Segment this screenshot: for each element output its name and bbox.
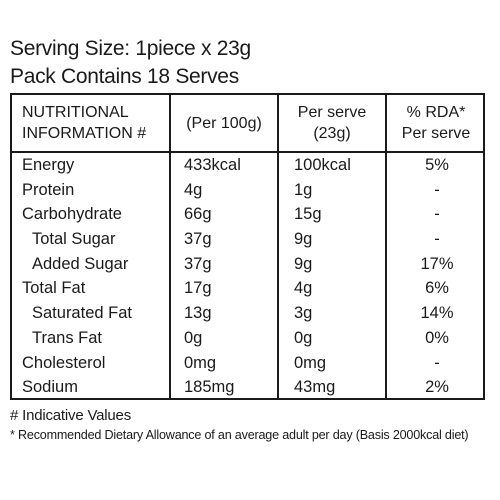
header-divider <box>12 151 483 153</box>
rda-value: - <box>434 180 440 199</box>
header-label: % RDA* <box>406 104 466 121</box>
header-label: NUTRITIONAL <box>22 104 129 121</box>
nutrient-name: Total Fat <box>22 279 86 298</box>
per-100g-value: 17g <box>184 279 212 298</box>
nutrient-name: Carbohydrate <box>22 205 122 224</box>
header-label: Per serve <box>297 104 367 121</box>
column-divider <box>277 95 279 398</box>
header-label: (23g) <box>313 125 351 142</box>
rda-value: 14% <box>420 304 454 323</box>
pack-contains: Pack Contains 18 Serves <box>10 65 239 88</box>
per-serve-value: 100kcal <box>294 156 351 174</box>
column-divider <box>169 95 171 398</box>
per-100g-value: 0mg <box>184 353 217 372</box>
header-nutritional-information: NUTRITIONAL INFORMATION # <box>22 95 167 151</box>
per-serve-value: 3g <box>294 304 313 323</box>
table-row: Saturated Fat 13g 3g 14% <box>12 301 483 326</box>
nutrient-name: Added Sugar <box>32 254 129 273</box>
rda-value: 2% <box>425 378 449 397</box>
per-serve-value: 4g <box>294 279 313 298</box>
per-serve-value: 15g <box>294 205 322 224</box>
table-row: Protein 4g 1g - <box>12 178 483 203</box>
header-label: (Per 100g) <box>186 114 262 132</box>
header-label: Per serve <box>401 125 471 142</box>
rda-value: - <box>434 230 440 249</box>
per-100g-value: 433kcal <box>184 156 241 174</box>
header-label: INFORMATION # <box>22 125 147 142</box>
per-100g-value: 0g <box>184 328 203 347</box>
footnote-rda: * Recommended Dietary Allowance of an av… <box>10 428 469 442</box>
table-row: Trans Fat 0g 0g 0% <box>12 326 483 351</box>
header-rda: % RDA* Per serve <box>387 95 485 151</box>
rda-value: 17% <box>420 254 454 273</box>
rda-value: 5% <box>425 156 449 174</box>
table-row: Cholesterol 0mg 0mg - <box>12 351 483 376</box>
header-per-100g: (Per 100g) <box>171 95 277 151</box>
per-100g-value: 4g <box>184 180 203 199</box>
table-row: Total Sugar 37g 9g - <box>12 227 483 252</box>
nutrient-name: Saturated Fat <box>32 304 132 323</box>
per-serve-value: 1g <box>294 180 313 199</box>
per-100g-value: 37g <box>184 254 212 273</box>
nutrient-name: Trans Fat <box>32 328 102 347</box>
per-serve-value: 43mg <box>294 378 336 397</box>
nutrient-name: Sodium <box>22 378 78 397</box>
rda-value: - <box>434 353 440 372</box>
column-divider <box>385 95 387 398</box>
per-serve-value: 0g <box>294 328 313 347</box>
nutrient-rows: Energy 433kcal 100kcal 5% Protein 4g 1g … <box>12 153 483 400</box>
rda-value: - <box>434 205 440 224</box>
nutrient-name: Total Sugar <box>32 230 116 249</box>
nutrient-name: Protein <box>22 180 75 199</box>
serving-size: Serving Size: 1piece x 23g <box>10 37 251 60</box>
per-100g-value: 37g <box>184 230 212 249</box>
rda-value: 6% <box>425 279 449 298</box>
table-row: Energy 433kcal 100kcal 5% <box>12 153 483 178</box>
nutrient-name: Energy <box>22 156 75 174</box>
per-serve-value: 9g <box>294 230 313 249</box>
table-row: Sodium 185mg 43mg 2% <box>12 375 483 400</box>
nutrient-name: Cholesterol <box>22 353 106 372</box>
rda-value: 0% <box>425 328 449 347</box>
per-100g-value: 13g <box>184 304 212 323</box>
footnote-indicative-values: # Indicative Values <box>10 407 131 424</box>
table-row: Added Sugar 37g 9g 17% <box>12 252 483 277</box>
table-row: Total Fat 17g 4g 6% <box>12 276 483 301</box>
per-100g-value: 185mg <box>184 378 235 397</box>
table-row: Carbohydrate 66g 15g - <box>12 202 483 227</box>
per-100g-value: 66g <box>184 205 212 224</box>
per-serve-value: 9g <box>294 254 313 273</box>
header-per-serve: Per serve (23g) <box>279 95 385 151</box>
nutrition-table: NUTRITIONAL INFORMATION # (Per 100g) Per… <box>10 93 485 400</box>
per-serve-value: 0mg <box>294 353 327 372</box>
